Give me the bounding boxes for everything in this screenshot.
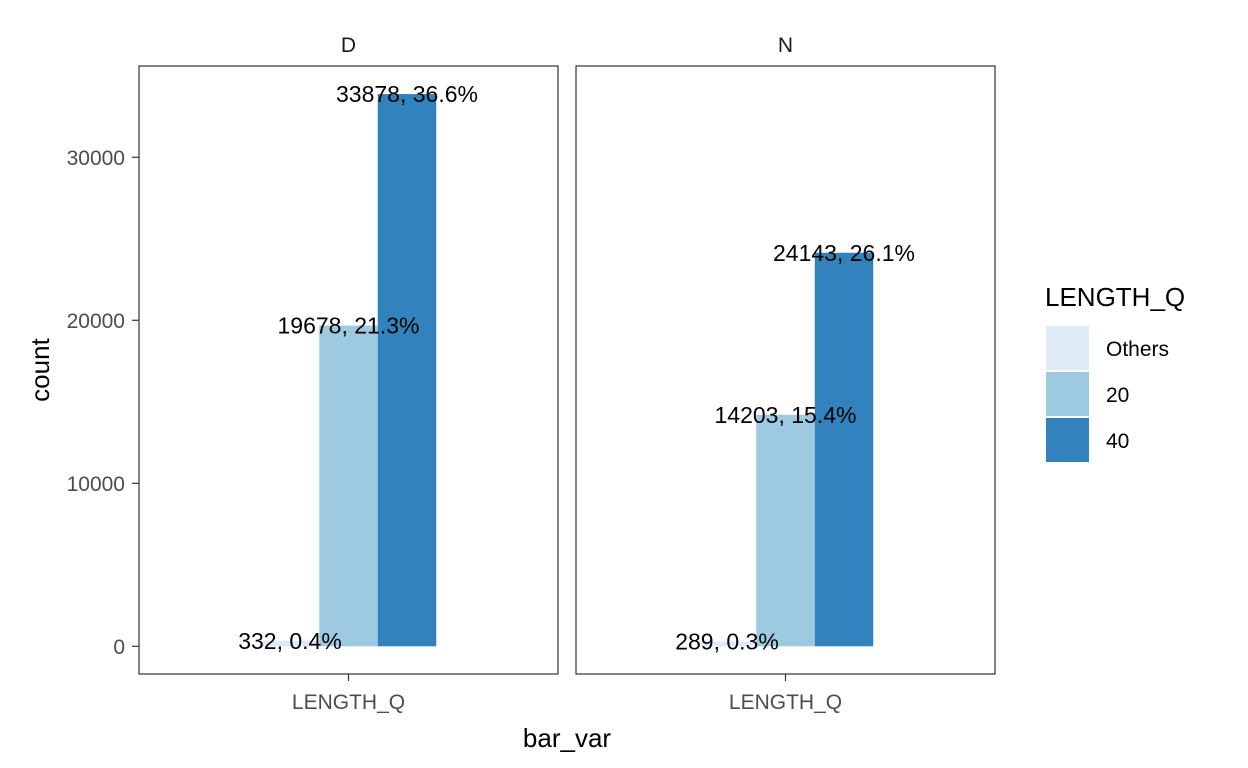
- y-tick-label: 0: [113, 636, 125, 659]
- legend-key-40: [1046, 418, 1089, 462]
- y-tick-label: 10000: [67, 473, 125, 496]
- y-tick-label: 30000: [67, 147, 125, 170]
- bar-value-label: 289, 0.3%: [675, 629, 779, 655]
- y-axis-title: count: [25, 337, 55, 401]
- y-tick-label: 20000: [67, 310, 125, 333]
- bar-n-40: [814, 252, 874, 647]
- bar-d-others: [260, 640, 320, 647]
- facet-strip-label: N: [778, 34, 793, 57]
- legend-label: 40: [1106, 430, 1129, 453]
- legend-key-20: [1046, 372, 1089, 416]
- legend-key-others: [1046, 326, 1089, 370]
- bar-value-label: 19678, 21.3%: [278, 313, 420, 339]
- y-axis: 0 10000 20000 30000: [67, 147, 139, 659]
- x-tick-label: LENGTH_Q: [729, 691, 842, 714]
- bar-d-20: [319, 325, 378, 647]
- facet-strip-label: D: [341, 34, 356, 57]
- facet-panel-d: D 332, 0.4% 19678, 21.3% 33878, 36.6% LENGTH…: [138, 34, 559, 714]
- facet-panel-n: N 289, 0.3% 14203, 15.4% 24143, 26.1% LENGTH…: [575, 34, 996, 714]
- panels-layer: D 332, 0.4% 19678, 21.3% 33878, 36.6% LENGTH…: [138, 34, 996, 714]
- x-tick-label: LENGTH_Q: [292, 691, 405, 714]
- bar-n-20: [756, 414, 815, 647]
- bar-value-label: 14203, 15.4%: [715, 402, 857, 428]
- bar-value-label: 332, 0.4%: [238, 628, 342, 654]
- x-axis-title: bar_var: [523, 723, 611, 753]
- legend-label: Others: [1106, 338, 1169, 361]
- bar-value-label: 33878, 36.6%: [336, 81, 478, 107]
- bar-d-40: [377, 94, 437, 647]
- bar-n-others: [697, 641, 757, 647]
- legend: LENGTH_Q Others 20 40: [1045, 282, 1185, 462]
- legend-label: 20: [1106, 384, 1129, 407]
- legend-title: LENGTH_Q: [1045, 282, 1185, 312]
- bar-value-label: 24143, 26.1%: [773, 240, 915, 266]
